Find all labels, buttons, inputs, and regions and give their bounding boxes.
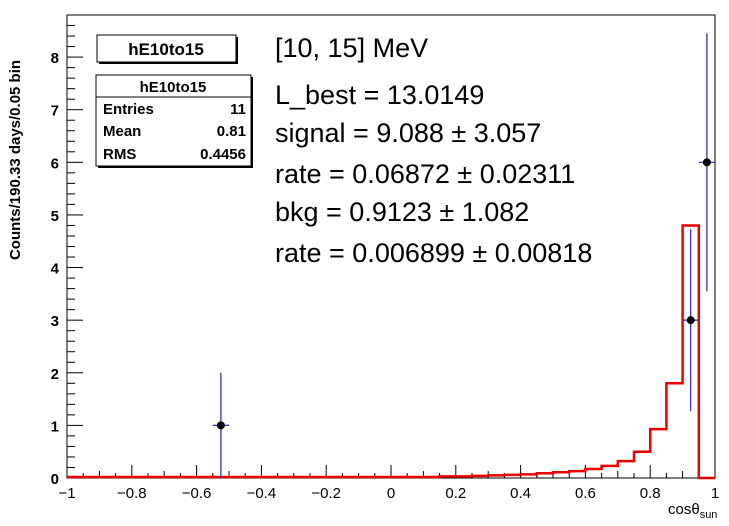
x-tick-label: −0.2	[311, 485, 341, 502]
x-tick-label: 0.4	[510, 485, 531, 502]
x-tick-label: −0.8	[117, 485, 147, 502]
stats-box: hE10to15 Entries 11 Mean 0.81 RMS 0.4456	[95, 74, 253, 168]
x-axis-title-main: cosθ	[668, 501, 700, 518]
annotation-bkg-rate: rate = 0.006899 ± 0.00818	[275, 238, 592, 268]
stats-rms-value: 0.4456	[200, 146, 246, 163]
y-tick-label: 8	[51, 50, 59, 67]
x-axis: −1 −0.8 −0.6 −0.4 −0.2 0 0.2 0.4 0.6 0.8 1	[58, 465, 719, 502]
y-tick-label: 3	[51, 313, 59, 330]
x-tick-label: 1	[711, 485, 719, 502]
stats-mean-label: Mean	[103, 123, 141, 140]
y-tick-label: 6	[51, 155, 59, 172]
y-tick-label: 5	[51, 208, 59, 225]
annotation-energy-range: [10, 15] MeV	[275, 33, 428, 63]
x-axis-title-sub: sun	[700, 509, 718, 521]
y-tick-label: 7	[51, 103, 59, 120]
y-axis-title: Counts/190.33 days/0.05 bin	[7, 60, 24, 260]
fit-histogram	[67, 224, 715, 480]
x-tick-label: 0.2	[445, 485, 466, 502]
x-tick-label: 0	[387, 485, 395, 502]
stats-entries-value: 11	[230, 101, 246, 118]
stats-entries-label: Entries	[103, 101, 154, 118]
data-points	[212, 33, 715, 478]
x-tick-label: 0.8	[640, 485, 661, 502]
x-tick-label: −1	[58, 485, 75, 502]
stats-box-name: hE10to15	[140, 79, 207, 96]
x-tick-label: −0.4	[247, 485, 277, 502]
x-tick-label: 0.6	[575, 485, 596, 502]
annotation-bkg: bkg = 0.9123 ± 1.082	[275, 197, 529, 227]
stats-mean-value: 0.81	[217, 123, 246, 140]
y-tick-label: 0	[51, 471, 59, 488]
x-axis-title: cosθsun	[668, 501, 717, 521]
y-tick-label: 4	[51, 261, 60, 278]
x-tick-label: −0.6	[182, 485, 212, 502]
y-tick-label: 2	[51, 366, 59, 383]
data-point	[702, 158, 711, 167]
annotation-l-best: L_best = 13.0149	[275, 80, 484, 110]
annotation-signal: signal = 9.088 ± 3.057	[275, 118, 541, 148]
data-point	[216, 421, 225, 430]
data-point	[686, 316, 695, 325]
y-tick-label: 1	[51, 418, 59, 435]
title-box: hE10to15	[96, 34, 238, 64]
fit-step-line	[67, 224, 715, 480]
y-axis: 0 1 2 3 4 5 6 7 8	[51, 14, 83, 488]
fit-annotations: [10, 15] MeV L_best = 13.0149 signal = 9…	[275, 33, 592, 268]
title-box-label: hE10to15	[128, 40, 204, 59]
annotation-signal-rate: rate = 0.06872 ± 0.02311	[275, 159, 575, 189]
stats-rms-label: RMS	[103, 146, 136, 163]
